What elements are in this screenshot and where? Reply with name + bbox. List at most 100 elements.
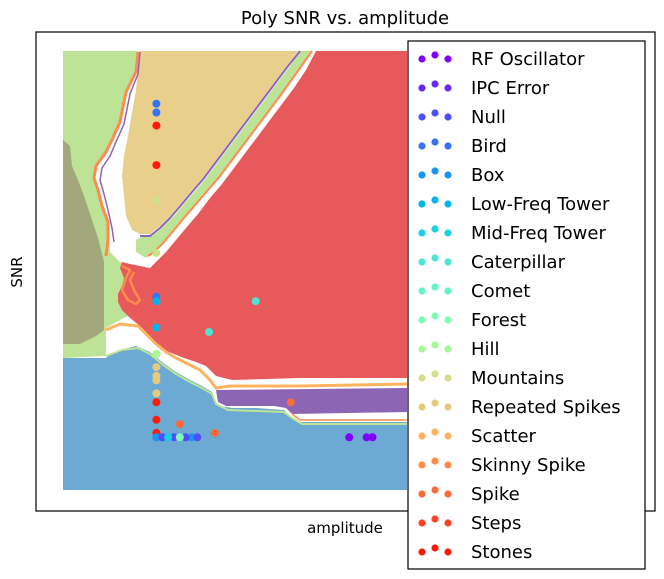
legend-item-scatter: Scatter: [418, 426, 537, 447]
scatter-points: [152, 99, 377, 442]
legend-marker-dot: [418, 171, 426, 179]
point-spike-1: [210, 428, 219, 437]
region-box: [63, 346, 407, 490]
legend-marker-dot: [431, 283, 439, 291]
legend-item-repeated-spikes: Repeated Spikes: [418, 397, 621, 418]
legend-label: Spike: [471, 484, 520, 505]
legend-marker-dot: [431, 457, 439, 465]
legend-marker-dot: [444, 55, 452, 63]
legend-marker-dot: [431, 486, 439, 494]
legend-marker-dot: [418, 258, 426, 266]
legend-marker-dot: [431, 51, 439, 59]
point-caterpillar-1: [205, 328, 213, 336]
legend-item-spike: Spike: [418, 484, 520, 505]
point-box-0: [152, 433, 161, 442]
legend-item-ipc-error: IPC Error: [418, 78, 550, 99]
point-bird-0: [152, 99, 161, 108]
legend-marker-dot: [444, 548, 452, 556]
legend-marker-dot: [444, 287, 452, 295]
legend-marker-dot: [418, 548, 426, 556]
legend-marker-dot: [418, 490, 426, 498]
legend-label: RF Oscillator: [471, 49, 585, 70]
legend-marker-dot: [431, 80, 439, 88]
legend-label: Box: [471, 165, 505, 186]
point-hill-0: [152, 349, 161, 358]
legend-label: Forest: [471, 310, 526, 331]
legend-label: Mid-Freq Tower: [471, 223, 606, 244]
legend-marker-dot: [444, 316, 452, 324]
legend-label: IPC Error: [471, 78, 550, 99]
legend-marker-dot: [418, 55, 426, 63]
legend-marker-dot: [431, 196, 439, 204]
legend-label: Bird: [471, 136, 507, 157]
region-repeated-spikes: [122, 51, 298, 234]
point-null-2: [181, 433, 190, 442]
legend-label: Hill: [471, 339, 500, 360]
point-stones-3: [152, 415, 161, 424]
point-rf-oscillator-0: [345, 433, 354, 442]
legend-item-caterpillar: Caterpillar: [418, 252, 566, 273]
chart-title: Poly SNR vs. amplitude: [241, 8, 449, 29]
legend-label: Skinny Spike: [471, 455, 586, 476]
legend-marker-dot: [444, 432, 452, 440]
x-axis-label: amplitude: [307, 519, 383, 537]
point-null-3: [193, 433, 202, 442]
legend-item-null: Null: [418, 107, 506, 128]
legend-marker-dot: [418, 519, 426, 527]
legend-marker-dot: [431, 312, 439, 320]
legend-marker-dot: [444, 142, 452, 150]
legend-item-low-freq-tower: Low-Freq Tower: [418, 194, 610, 215]
legend-marker-dot: [444, 258, 452, 266]
point-low-freq-tower-0: [152, 297, 161, 306]
legend-marker-dot: [444, 229, 452, 237]
legend-marker-dot: [431, 167, 439, 175]
region-mountains: [63, 140, 104, 344]
point-spike-2: [286, 398, 295, 407]
region-hill-mid: [136, 51, 312, 258]
legend-marker-dot: [418, 113, 426, 121]
legend-label: Null: [471, 107, 506, 128]
point-stones-2: [152, 398, 161, 407]
legend-marker-dot: [444, 490, 452, 498]
region-rf-oscillator: [216, 388, 407, 414]
legend-marker-dot: [431, 515, 439, 523]
legend-marker-dot: [431, 138, 439, 146]
legend-marker-dot: [431, 399, 439, 407]
y-axis-label: SNR: [8, 256, 26, 287]
region-stones: [118, 51, 407, 380]
decision-regions: [63, 50, 408, 490]
legend-marker-dot: [431, 428, 439, 436]
legend-marker-dot: [418, 142, 426, 150]
legend-marker-dot: [418, 316, 426, 324]
point-repeated-spikes-0: [152, 363, 161, 372]
legend-marker-dot: [418, 432, 426, 440]
point-low-freq-tower-1: [152, 323, 161, 332]
legend-item-stones: Stones: [418, 542, 532, 563]
legend-label: Scatter: [471, 426, 537, 447]
point-stones-0: [152, 121, 161, 130]
legend-item-mountains: Mountains: [418, 368, 564, 389]
point-null-1: [170, 433, 178, 442]
legend-marker-dot: [444, 403, 452, 411]
legend-item-steps: Steps: [418, 513, 521, 534]
point-repeated-spikes-2: [152, 376, 161, 385]
point-box-4: [187, 433, 196, 442]
legend-marker-dot: [444, 200, 452, 208]
point-rf-oscillator-2: [368, 433, 377, 442]
legend-marker-dot: [444, 113, 452, 121]
legend-label: Mountains: [471, 368, 564, 389]
legend-marker-dot: [444, 519, 452, 527]
legend-label: Caterpillar: [471, 252, 566, 273]
legend-item-hill: Hill: [418, 339, 500, 360]
legend-marker-dot: [418, 403, 426, 411]
legend-item-skinny-spike: Skinny Spike: [418, 455, 586, 476]
legend-marker-dot: [418, 200, 426, 208]
legend-label: Repeated Spikes: [471, 397, 621, 418]
legend-marker-dot: [418, 374, 426, 382]
legend-marker-dot: [418, 345, 426, 353]
point-mountains-0: [152, 196, 161, 205]
legend-label: Low-Freq Tower: [471, 194, 610, 215]
legend-label: Comet: [471, 281, 530, 302]
legend-item-mid-freq-tower: Mid-Freq Tower: [418, 223, 606, 244]
legend-marker-dot: [444, 84, 452, 92]
